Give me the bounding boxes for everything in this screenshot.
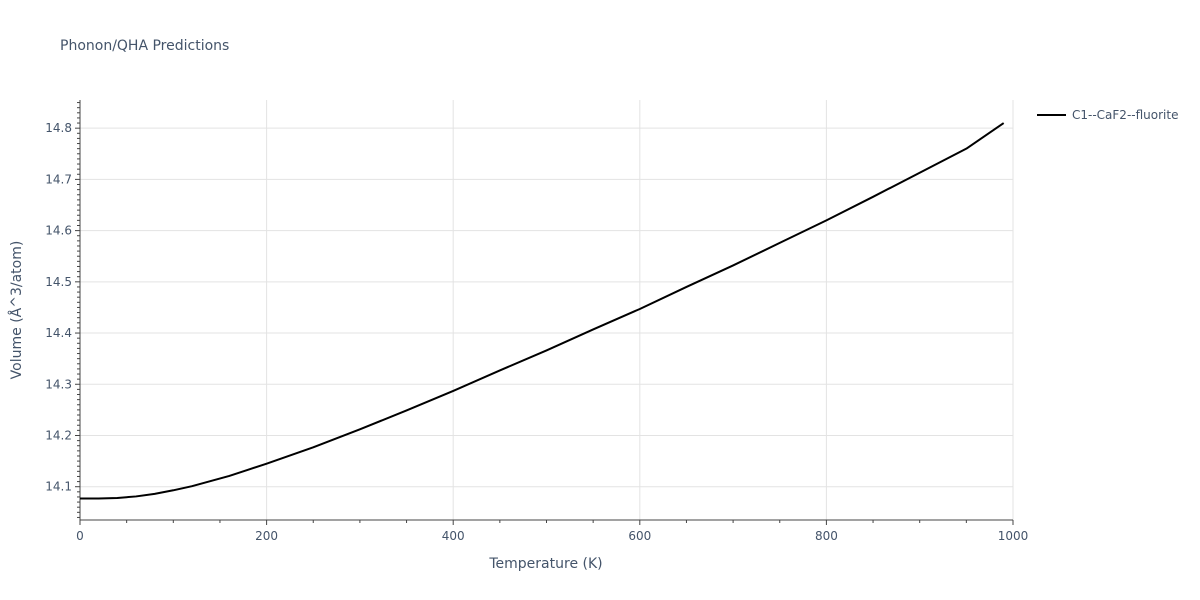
x-tick-label: 1000 xyxy=(998,529,1029,543)
y-tick-label: 14.5 xyxy=(45,275,72,289)
series-layer xyxy=(80,122,1005,500)
x-tick-label: 0 xyxy=(76,529,84,543)
y-tick-labels: 14.1 14.2 14.3 14.4 14.5 14.6 14.7 14.8 xyxy=(45,121,72,494)
x-tick-label: 600 xyxy=(628,529,651,543)
y-tick-label: 14.2 xyxy=(45,428,72,442)
legend-label[interactable]: C1--CaF2--fluorite xyxy=(1072,108,1178,122)
grid xyxy=(80,100,1014,520)
chart-title: Phonon/QHA Predictions xyxy=(60,38,229,54)
series-line[interactable] xyxy=(80,122,1005,500)
y-tick-label: 14.8 xyxy=(45,121,72,135)
axis-lines xyxy=(79,100,1013,521)
y-tick-label: 14.1 xyxy=(45,480,72,494)
y-axis-label: Volume (Å^3/atom) xyxy=(8,241,25,380)
y-tick-label: 14.4 xyxy=(45,326,72,340)
y-tick-label: 14.3 xyxy=(45,377,72,391)
x-tick-label: 800 xyxy=(815,529,838,543)
y-minor-ticks xyxy=(75,102,1014,525)
legend[interactable]: C1--CaF2--fluorite xyxy=(1037,108,1178,122)
y-tick-label: 14.6 xyxy=(45,224,72,238)
x-axis-label: Temperature (K) xyxy=(488,556,602,572)
x-tick-label: 400 xyxy=(442,529,465,543)
x-tick-labels: 0 200 400 600 800 1000 xyxy=(76,529,1028,543)
x-tick-label: 200 xyxy=(255,529,278,543)
y-tick-label: 14.7 xyxy=(45,172,72,186)
